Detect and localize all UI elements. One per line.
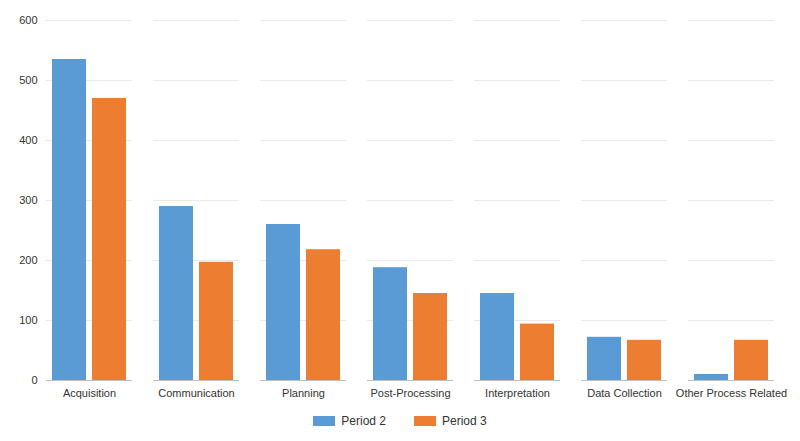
- svg-text:Other Process Related: Other Process Related: [676, 387, 787, 399]
- svg-text:300: 300: [19, 194, 37, 206]
- svg-text:100: 100: [19, 314, 37, 326]
- svg-text:Communication: Communication: [158, 387, 234, 399]
- svg-text:Acquisition: Acquisition: [63, 387, 116, 399]
- html-text:Period 2: Period 2: [341, 414, 386, 428]
- svg-text:Post-Processing: Post-Processing: [370, 387, 450, 399]
- svg-text:200: 200: [19, 254, 37, 266]
- svg-text:500: 500: [19, 74, 37, 86]
- svg-text:Interpretation: Interpretation: [485, 387, 550, 399]
- svg-text:Planning: Planning: [282, 387, 325, 399]
- html-text:Period 3: Period 3: [442, 414, 487, 428]
- svg-text:600: 600: [19, 14, 37, 26]
- svg-text:400: 400: [19, 134, 37, 146]
- svg-text:0: 0: [31, 374, 37, 386]
- svg-text:Data Collection: Data Collection: [587, 387, 662, 399]
